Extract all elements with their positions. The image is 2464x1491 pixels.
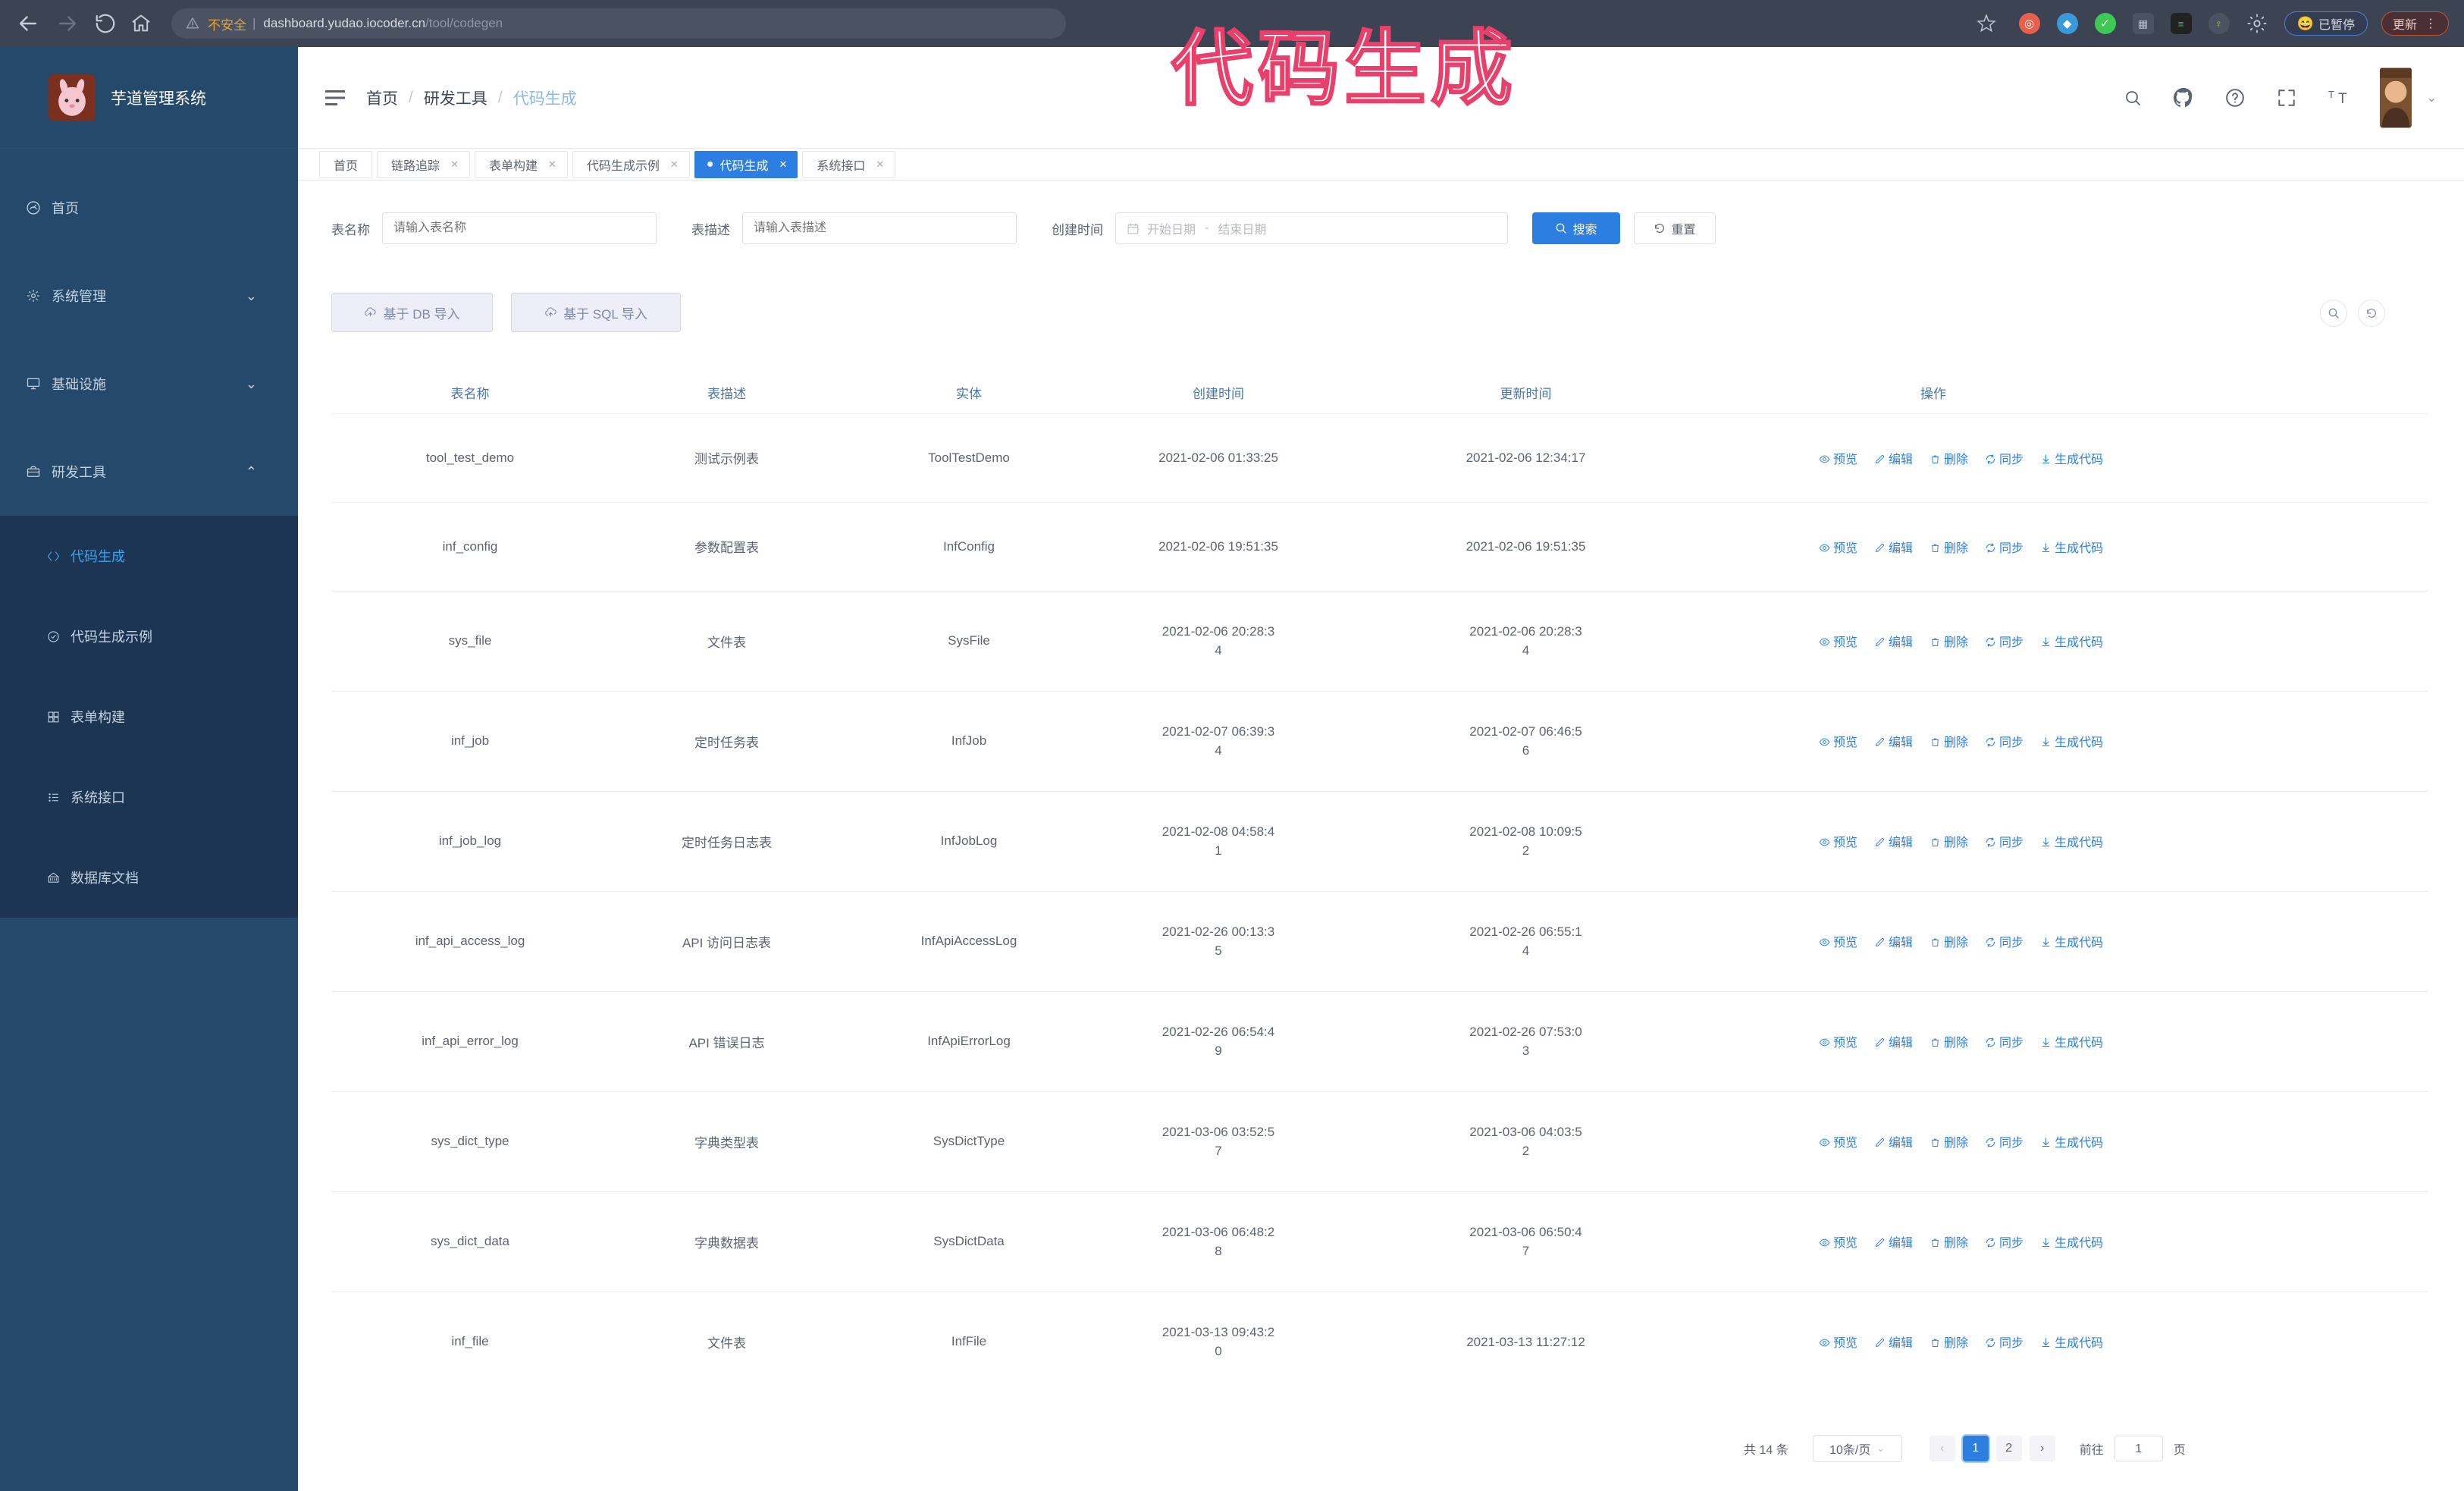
svg-text:T: T — [2338, 91, 2347, 107]
svg-text:T: T — [2328, 89, 2334, 100]
